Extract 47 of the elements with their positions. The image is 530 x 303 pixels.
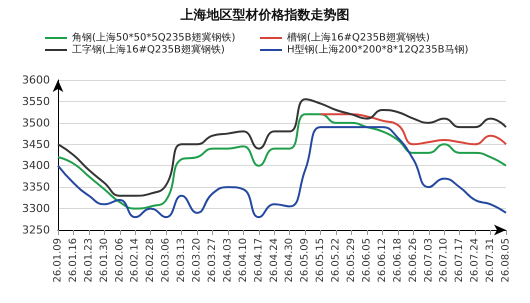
x-tick-label: 26.01.30 [98,238,110,283]
legend-label: H型钢(上海200*200*8*12Q235B马钢) [287,44,468,56]
x-tick-label: 26.06.12 [376,238,388,283]
y-tick-label: 3250 [22,224,50,236]
x-tick-label: 26.04.17 [253,238,264,283]
x-tick-label: 26.06.26 [408,238,419,283]
y-tick-label: 3550 [22,94,50,108]
chart-title: 上海地区型材价格指数走势图 [180,7,350,23]
x-tick-label: 26.03.13 [176,238,188,283]
x-tick-label: 26.01.16 [68,238,79,283]
x-tick-label: 26.04.30 [284,238,296,283]
x-tick-label: 26.07.17 [454,238,466,283]
y-tick-label: 3350 [22,180,50,194]
x-tick-label: 26.02.28 [145,238,156,283]
x-tick-label: 26.07.03 [423,238,434,283]
x-tick-label: 26.02.06 [114,238,126,283]
x-tick-label: 26.07.24 [470,238,481,283]
legend-label: 工字钢(上海16#Q235B翅冀钢铁) [72,44,225,56]
y-tick-label: 3450 [22,138,50,151]
x-tick-label: 26.06.05 [361,238,372,283]
x-tick-label: 26.04.10 [238,238,249,283]
x-tick-label: 26.06.18 [392,238,404,283]
x-tick-label: 26.05.09 [300,238,311,283]
x-tick-label: 26.05.29 [346,238,358,283]
x-tick-label: 26.02.14 [130,238,141,283]
line-series [57,98,507,197]
x-tick-label: 26.01.23 [83,238,94,283]
x-tick-label: 26.03.27 [206,238,218,283]
y-tick-label: 3300 [22,202,50,216]
x-tick-label: 26.03.06 [160,238,172,283]
y-tick-label: 3400 [22,159,50,172]
x-tick-label: 26.03.20 [192,238,203,283]
x-tick-label: 26.01.09 [52,238,64,283]
x-tick-label: 26.08.05 [500,238,512,283]
legend-label: 槽钢(上海16#Q235B翅冀钢铁) [287,32,430,44]
x-tick-label: 26.05.22 [330,238,342,283]
x-tick-label: 26.04.24 [268,238,280,283]
x-tick-label: 26.07.31 [485,238,496,283]
x-tick-label: 26.05.15 [315,238,326,283]
y-tick-label: 3600 [22,74,50,86]
line-series [57,113,507,210]
legend-label: 角钢(上海50*50*5Q235B翅冀钢铁) [72,32,236,44]
line-series [320,113,507,146]
x-tick-label: 26.07.10 [438,238,450,283]
x-tick-label: 26.04.03 [222,238,234,283]
line-series [57,126,507,218]
y-tick-label: 3500 [22,116,50,130]
